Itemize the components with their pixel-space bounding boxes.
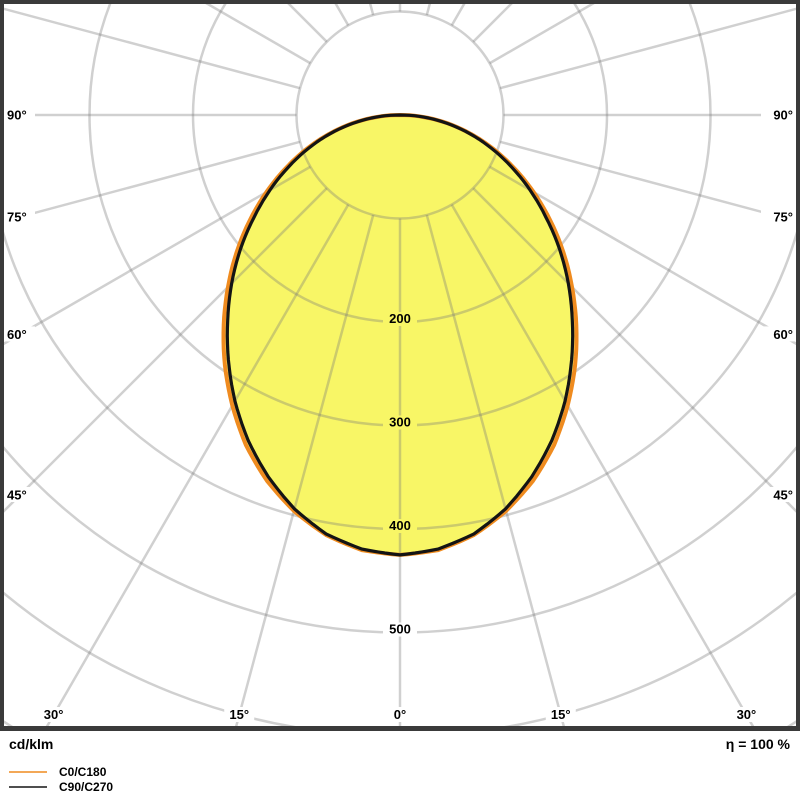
legend-label-c0-c180: C0/C180 (59, 764, 107, 779)
ring-label: 400 (389, 518, 411, 533)
grid-spoke (4, 140, 301, 223)
grid-spoke (450, 204, 755, 726)
right-border (796, 0, 800, 727)
angle-label-right: 60° (773, 327, 793, 342)
units-label: cd/klm (9, 736, 54, 752)
angle-label-bottom: 0° (394, 707, 406, 722)
grid-spoke (499, 140, 796, 223)
ring-label: 200 (389, 311, 411, 326)
legend-label-c90-c270: C90/C270 (59, 779, 114, 794)
angle-label-bottom: 30° (737, 707, 757, 722)
angle-label-right: 75° (773, 209, 793, 224)
grid-spoke (489, 4, 595, 65)
legend-item-c90-c270: C90/C270 (9, 779, 113, 794)
legend-item-c0-c180: C0/C180 (9, 764, 113, 779)
curve-c90-c270 (225, 113, 575, 557)
c90-c270-line-swatch (9, 785, 47, 788)
angle-label-left: 60° (7, 327, 27, 342)
grid-spoke (205, 4, 311, 65)
angle-label-left: 45° (7, 488, 27, 503)
efficiency-label: η = 100 % (725, 736, 790, 752)
beam-fill (223, 115, 577, 555)
top-border (0, 0, 800, 4)
c0-c180-line-swatch (9, 770, 47, 773)
angle-label-bottom: 30° (44, 707, 64, 722)
grid-spoke (499, 7, 796, 90)
ring-label: 300 (389, 415, 411, 430)
angle-label-bottom: 15° (229, 707, 249, 722)
left-border (0, 0, 4, 727)
legend: C0/C180 C90/C270 (9, 764, 113, 794)
angle-label-left: 75° (7, 209, 27, 224)
grid-spoke (4, 187, 328, 513)
angle-label-left: 90° (7, 108, 27, 123)
grid-spoke (425, 214, 566, 726)
grid-spoke (234, 214, 375, 726)
grid-spoke (4, 7, 301, 90)
angle-label-right: 90° (773, 108, 793, 123)
angle-label-bottom: 15° (551, 707, 571, 722)
grid-spoke (472, 187, 796, 513)
chart-footer-separator (0, 726, 800, 731)
angle-label-right: 45° (773, 488, 793, 503)
grid-spoke (45, 204, 350, 726)
grid-ring (295, 10, 505, 220)
ring-label: 500 (389, 622, 411, 637)
